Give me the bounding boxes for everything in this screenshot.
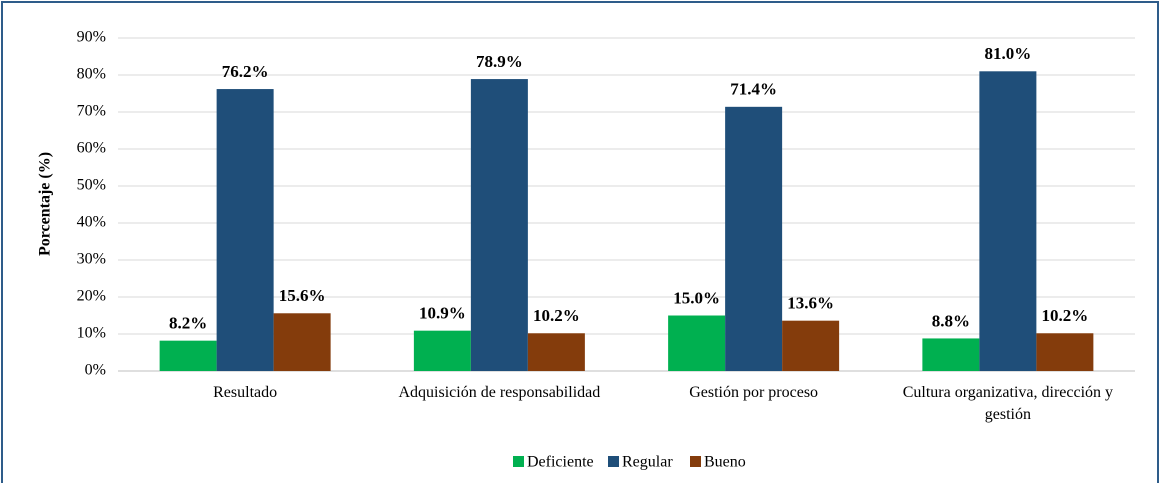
y-tick-label: 10% [77, 325, 106, 342]
x-tick-label: Resultado [213, 384, 278, 401]
bar [922, 338, 980, 371]
y-tick-label: 20% [77, 288, 106, 305]
data-label: 13.6% [787, 294, 834, 313]
data-label: 76.2% [222, 62, 269, 81]
x-tick-label: Adquisición de responsabilidad [398, 384, 601, 401]
bar [470, 79, 528, 371]
bar [413, 330, 471, 371]
y-tick-label: 90% [77, 29, 106, 46]
bar [668, 315, 726, 371]
y-tick-label: 50% [77, 177, 106, 194]
y-axis-label: Porcentaje (%) [37, 152, 54, 256]
bar [1036, 333, 1094, 371]
legend-label: Regular [622, 454, 673, 471]
data-label: 10.9% [419, 304, 466, 323]
legend-label: Bueno [704, 454, 746, 471]
x-tick-label: Gestión por proceso [689, 384, 819, 401]
y-tick-label: 70% [77, 103, 106, 120]
legend-swatch [608, 456, 619, 467]
bar [527, 333, 585, 371]
y-tick-label: 30% [77, 251, 106, 268]
legend-swatch [690, 456, 701, 467]
x-tick-label: Cultura organizativa, dirección y gestió… [902, 384, 1114, 423]
bar [159, 340, 217, 371]
data-label: 15.6% [279, 286, 326, 305]
data-label: 15.0% [673, 288, 720, 307]
bar [979, 71, 1037, 372]
bar [216, 89, 274, 371]
legend-swatch [513, 456, 524, 467]
legend-label: Deficiente [527, 454, 594, 471]
bar [782, 320, 840, 371]
data-label: 8.8% [932, 311, 970, 330]
bar [725, 106, 783, 371]
y-tick-label: 0% [85, 362, 106, 379]
bar [273, 313, 331, 371]
y-tick-label: 80% [77, 66, 106, 83]
data-label: 71.4% [730, 80, 777, 99]
data-label: 78.9% [476, 52, 523, 71]
data-label: 81.0% [985, 44, 1032, 63]
y-tick-label: 40% [77, 214, 106, 231]
data-label: 10.2% [1042, 306, 1089, 325]
data-label: 10.2% [533, 306, 580, 325]
data-label: 8.2% [169, 314, 207, 333]
y-tick-label: 60% [77, 140, 106, 157]
